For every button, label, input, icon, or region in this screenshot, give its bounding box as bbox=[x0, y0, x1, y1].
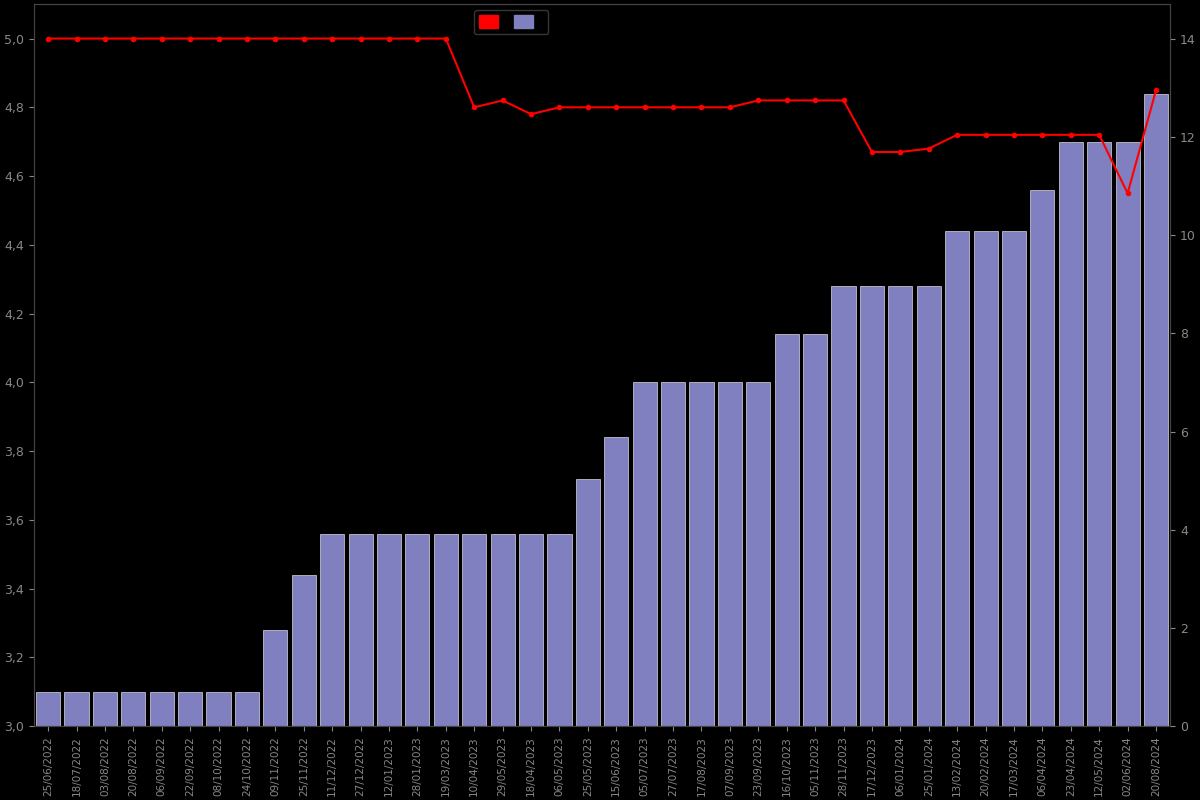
Bar bbox=[377, 534, 401, 800]
Bar bbox=[604, 438, 629, 800]
Legend: , : , bbox=[474, 10, 548, 34]
Bar bbox=[718, 382, 742, 800]
Bar bbox=[433, 534, 458, 800]
Bar bbox=[547, 534, 571, 800]
Bar bbox=[888, 286, 912, 800]
Bar bbox=[661, 382, 685, 800]
Bar bbox=[178, 692, 203, 800]
Bar bbox=[92, 692, 116, 800]
Bar bbox=[917, 286, 941, 800]
Bar bbox=[65, 692, 89, 800]
Bar bbox=[746, 382, 770, 800]
Bar bbox=[973, 231, 997, 800]
Bar bbox=[803, 334, 827, 800]
Bar bbox=[1116, 142, 1140, 800]
Bar bbox=[292, 575, 316, 800]
Bar bbox=[263, 630, 288, 800]
Bar bbox=[1087, 142, 1111, 800]
Bar bbox=[348, 534, 373, 800]
Bar bbox=[632, 382, 656, 800]
Bar bbox=[206, 692, 230, 800]
Bar bbox=[491, 534, 515, 800]
Bar bbox=[946, 231, 970, 800]
Bar bbox=[690, 382, 714, 800]
Bar bbox=[775, 334, 799, 800]
Bar bbox=[235, 692, 259, 800]
Bar bbox=[150, 692, 174, 800]
Bar bbox=[462, 534, 486, 800]
Bar bbox=[121, 692, 145, 800]
Bar bbox=[1031, 190, 1055, 800]
Bar bbox=[1144, 94, 1168, 800]
Bar bbox=[1002, 231, 1026, 800]
Bar bbox=[576, 478, 600, 800]
Bar bbox=[406, 534, 430, 800]
Bar bbox=[832, 286, 856, 800]
Bar bbox=[860, 286, 884, 800]
Bar bbox=[36, 692, 60, 800]
Bar bbox=[518, 534, 544, 800]
Bar bbox=[320, 534, 344, 800]
Bar bbox=[1058, 142, 1082, 800]
